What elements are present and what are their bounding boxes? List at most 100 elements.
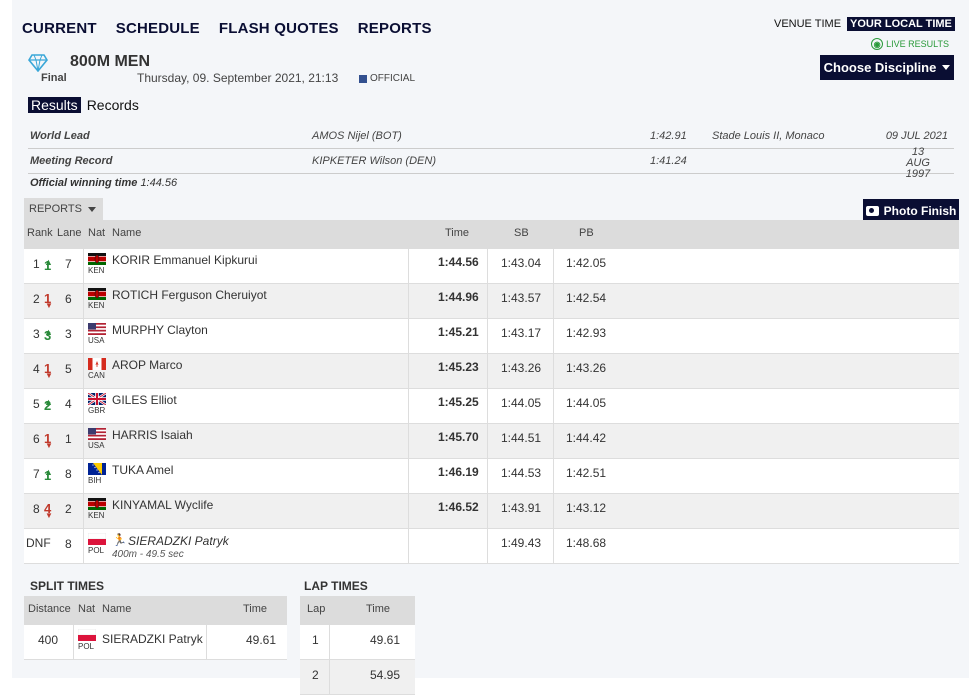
header-time: Time xyxy=(445,227,470,239)
athlete-name[interactable]: AROP Marco xyxy=(112,358,183,372)
athlete-name[interactable]: GILES Elliot xyxy=(112,393,177,407)
timezone-toggle: VENUE TIME YOUR LOCAL TIME xyxy=(774,17,955,31)
nat: USA xyxy=(88,441,105,450)
reports-dropdown-label: REPORTS xyxy=(29,203,82,215)
athlete-name[interactable]: ROTICH Ferguson Cheruiyot xyxy=(112,288,267,302)
photo-finish-button[interactable]: Photo Finish xyxy=(863,199,959,222)
rank-down-icon: 4 ▼ xyxy=(44,501,53,520)
live-results-label: LIVE RESULTS xyxy=(886,39,949,49)
personal-best: 1:42.54 xyxy=(566,291,607,305)
lane: 8 xyxy=(65,537,72,551)
split-header-distance: Distance xyxy=(28,603,71,615)
lap-header-lap: Lap xyxy=(307,603,326,615)
rank-down-icon: 1 ▼ xyxy=(44,361,53,380)
nav-current[interactable]: CURRENT xyxy=(22,20,97,37)
header-lane: Lane xyxy=(57,227,82,239)
split-name[interactable]: SIERADZKI Patryk xyxy=(102,632,203,646)
rank: 3 xyxy=(33,327,40,341)
header-rank: Rank xyxy=(27,227,53,239)
result-time: 1:45.21 xyxy=(438,325,479,339)
results-table-body: 1 ▲ 1 7 KEN KORIR Emmanuel Kipkurui 1:44.… xyxy=(24,249,959,564)
season-best: 1:44.53 xyxy=(501,466,542,480)
rank: DNF xyxy=(26,536,51,550)
lap-time: 49.61 xyxy=(370,633,401,647)
ken-flag-icon xyxy=(88,288,106,300)
season-best: 1:43.17 xyxy=(501,326,542,340)
nat: KEN xyxy=(88,511,105,520)
rank: 2 xyxy=(33,292,40,306)
runner-icon: 🏃 xyxy=(112,533,127,547)
tab-records[interactable]: Records xyxy=(86,97,139,113)
lane: 6 xyxy=(65,292,72,306)
reports-dropdown[interactable]: REPORTS xyxy=(24,198,103,220)
rank-up-icon: ▲ 1 xyxy=(44,257,53,273)
can-flag-icon xyxy=(88,358,106,370)
record-time: 1:42.91 xyxy=(650,130,687,142)
nav-flash-quotes[interactable]: FLASH QUOTES xyxy=(218,20,339,37)
result-time: 1:44.96 xyxy=(438,290,479,304)
lap-times-row: 1 49.61 xyxy=(300,625,415,660)
athlete-name[interactable]: KORIR Emmanuel Kipkurui xyxy=(112,253,258,267)
nat: KEN xyxy=(88,266,105,275)
venue-time-option[interactable]: VENUE TIME xyxy=(774,18,842,30)
split-distance: 400 xyxy=(38,633,59,647)
rank: 1 xyxy=(33,257,40,271)
record-row-meeting-record: Meeting Record KIPKETER Wilson (DEN) 1:4… xyxy=(28,147,954,180)
header-pb: PB xyxy=(579,227,594,239)
lane: 4 xyxy=(65,397,72,411)
gbr-flag-icon xyxy=(88,393,106,405)
result-time: 1:45.25 xyxy=(438,395,479,409)
nav-schedule[interactable]: SCHEDULE xyxy=(115,20,200,37)
usa-flag-icon xyxy=(88,323,106,335)
choose-discipline-button[interactable]: Choose Discipline xyxy=(820,55,954,80)
athlete-name[interactable]: MURPHY Clayton xyxy=(112,323,208,337)
results-row: 4 1 ▼ 5 CAN AROP Marco 1:45.23 1:43.26 1:… xyxy=(24,354,959,389)
poland-flag-icon xyxy=(78,629,96,641)
athlete-name[interactable]: SIERADZKI Patryk xyxy=(128,534,229,548)
split-header-nat: Nat xyxy=(78,603,96,615)
diamond-league-icon xyxy=(28,54,48,77)
rank-down-icon: 1 ▼ xyxy=(44,431,53,450)
ken-flag-icon xyxy=(88,253,106,265)
tab-results[interactable]: Results xyxy=(28,97,81,113)
nat: USA xyxy=(88,336,105,345)
nav-reports[interactable]: REPORTS xyxy=(357,20,432,37)
live-icon: ◉ xyxy=(871,38,884,50)
results-header: Rank Lane Nat Name Time SB PB xyxy=(24,220,959,249)
record-time: 1:41.24 xyxy=(650,155,687,167)
athlete-name[interactable]: KINYAMAL Wyclife xyxy=(112,498,214,512)
lap-number: 1 xyxy=(312,633,319,647)
split-header-name: Name xyxy=(102,603,132,615)
season-best: 1:43.57 xyxy=(501,291,542,305)
results-row: 7 ▲ 1 8 BIH TUKA Amel 1:46.19 1:44.53 1:4… xyxy=(24,459,959,494)
personal-best: 1:43.12 xyxy=(566,501,607,515)
personal-best: 1:44.42 xyxy=(566,431,607,445)
usa-flag-icon xyxy=(88,428,106,440)
nat: BIH xyxy=(88,476,102,485)
record-date: 09 JUL 2021 xyxy=(885,130,948,142)
rank: 6 xyxy=(33,432,40,446)
event-round: Final xyxy=(41,72,67,84)
local-time-option[interactable]: YOUR LOCAL TIME xyxy=(847,17,955,31)
bih-flag-icon xyxy=(88,463,106,475)
personal-best: 1:42.05 xyxy=(566,256,607,270)
results-row: 2 1 ▼ 6 KEN ROTICH Ferguson Cheruiyot 1:4… xyxy=(24,284,959,319)
official-square-icon xyxy=(359,74,367,83)
result-time: 1:46.19 xyxy=(438,465,479,479)
live-results-indicator[interactable]: ◉ LIVE RESULTS xyxy=(871,38,949,50)
athlete-name[interactable]: HARRIS Isaiah xyxy=(112,428,193,442)
lap-header-time: Time xyxy=(366,603,391,615)
personal-best: 1:42.93 xyxy=(566,326,607,340)
athlete-name[interactable]: TUKA Amel xyxy=(112,463,174,477)
results-tabs: Results Records xyxy=(28,97,139,113)
rank-up-icon: ▲ 1 xyxy=(44,467,53,483)
nat: KEN xyxy=(88,301,105,310)
photo-finish-label: Photo Finish xyxy=(883,203,957,218)
top-navigation: CURRENT SCHEDULE FLASH QUOTES REPORTS xyxy=(22,20,451,37)
lap-times-header: Lap Time xyxy=(300,596,415,625)
season-best: 1:43.91 xyxy=(501,501,542,515)
nat: GBR xyxy=(88,406,106,415)
split-header-time: Time xyxy=(243,603,268,615)
rank: 4 xyxy=(33,362,40,376)
season-best: 1:44.05 xyxy=(501,396,542,410)
